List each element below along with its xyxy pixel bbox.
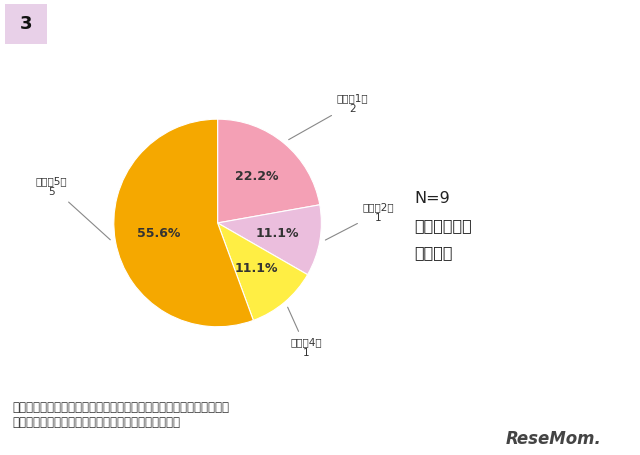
Wedge shape xyxy=(218,223,308,320)
Text: 平均週2回
1: 平均週2回 1 xyxy=(325,202,394,240)
Text: 11.1%: 11.1% xyxy=(255,227,299,240)
Text: 平均週4回
1: 平均週4回 1 xyxy=(287,307,322,358)
Text: 3: 3 xyxy=(19,15,32,33)
Text: ReseMom.: ReseMom. xyxy=(506,430,602,448)
Text: 55.6%: 55.6% xyxy=(137,227,180,240)
Wedge shape xyxy=(114,119,253,327)
Text: 学校生活における付添介助者の付添い平均日数: 学校生活における付添介助者の付添い平均日数 xyxy=(241,16,444,31)
Text: 平均週1回
2: 平均週1回 2 xyxy=(289,93,369,140)
Text: 平均週5回
5: 平均週5回 5 xyxy=(36,176,110,240)
Text: N=9
複数回答不可
必須項目: N=9 複数回答不可 必須項目 xyxy=(415,191,472,260)
Text: 11.1%: 11.1% xyxy=(235,263,278,275)
Wedge shape xyxy=(218,205,321,275)
Text: （年度初めに行う保護者等と医療的ケアを行う看護師等の引継ぎや短
縮日課の期間などは考慮せず、通常時を想定して回答: （年度初めに行う保護者等と医療的ケアを行う看護師等の引継ぎや短 縮日課の期間など… xyxy=(13,401,230,429)
FancyBboxPatch shape xyxy=(5,4,47,44)
Wedge shape xyxy=(218,119,320,223)
Text: 22.2%: 22.2% xyxy=(234,170,278,183)
